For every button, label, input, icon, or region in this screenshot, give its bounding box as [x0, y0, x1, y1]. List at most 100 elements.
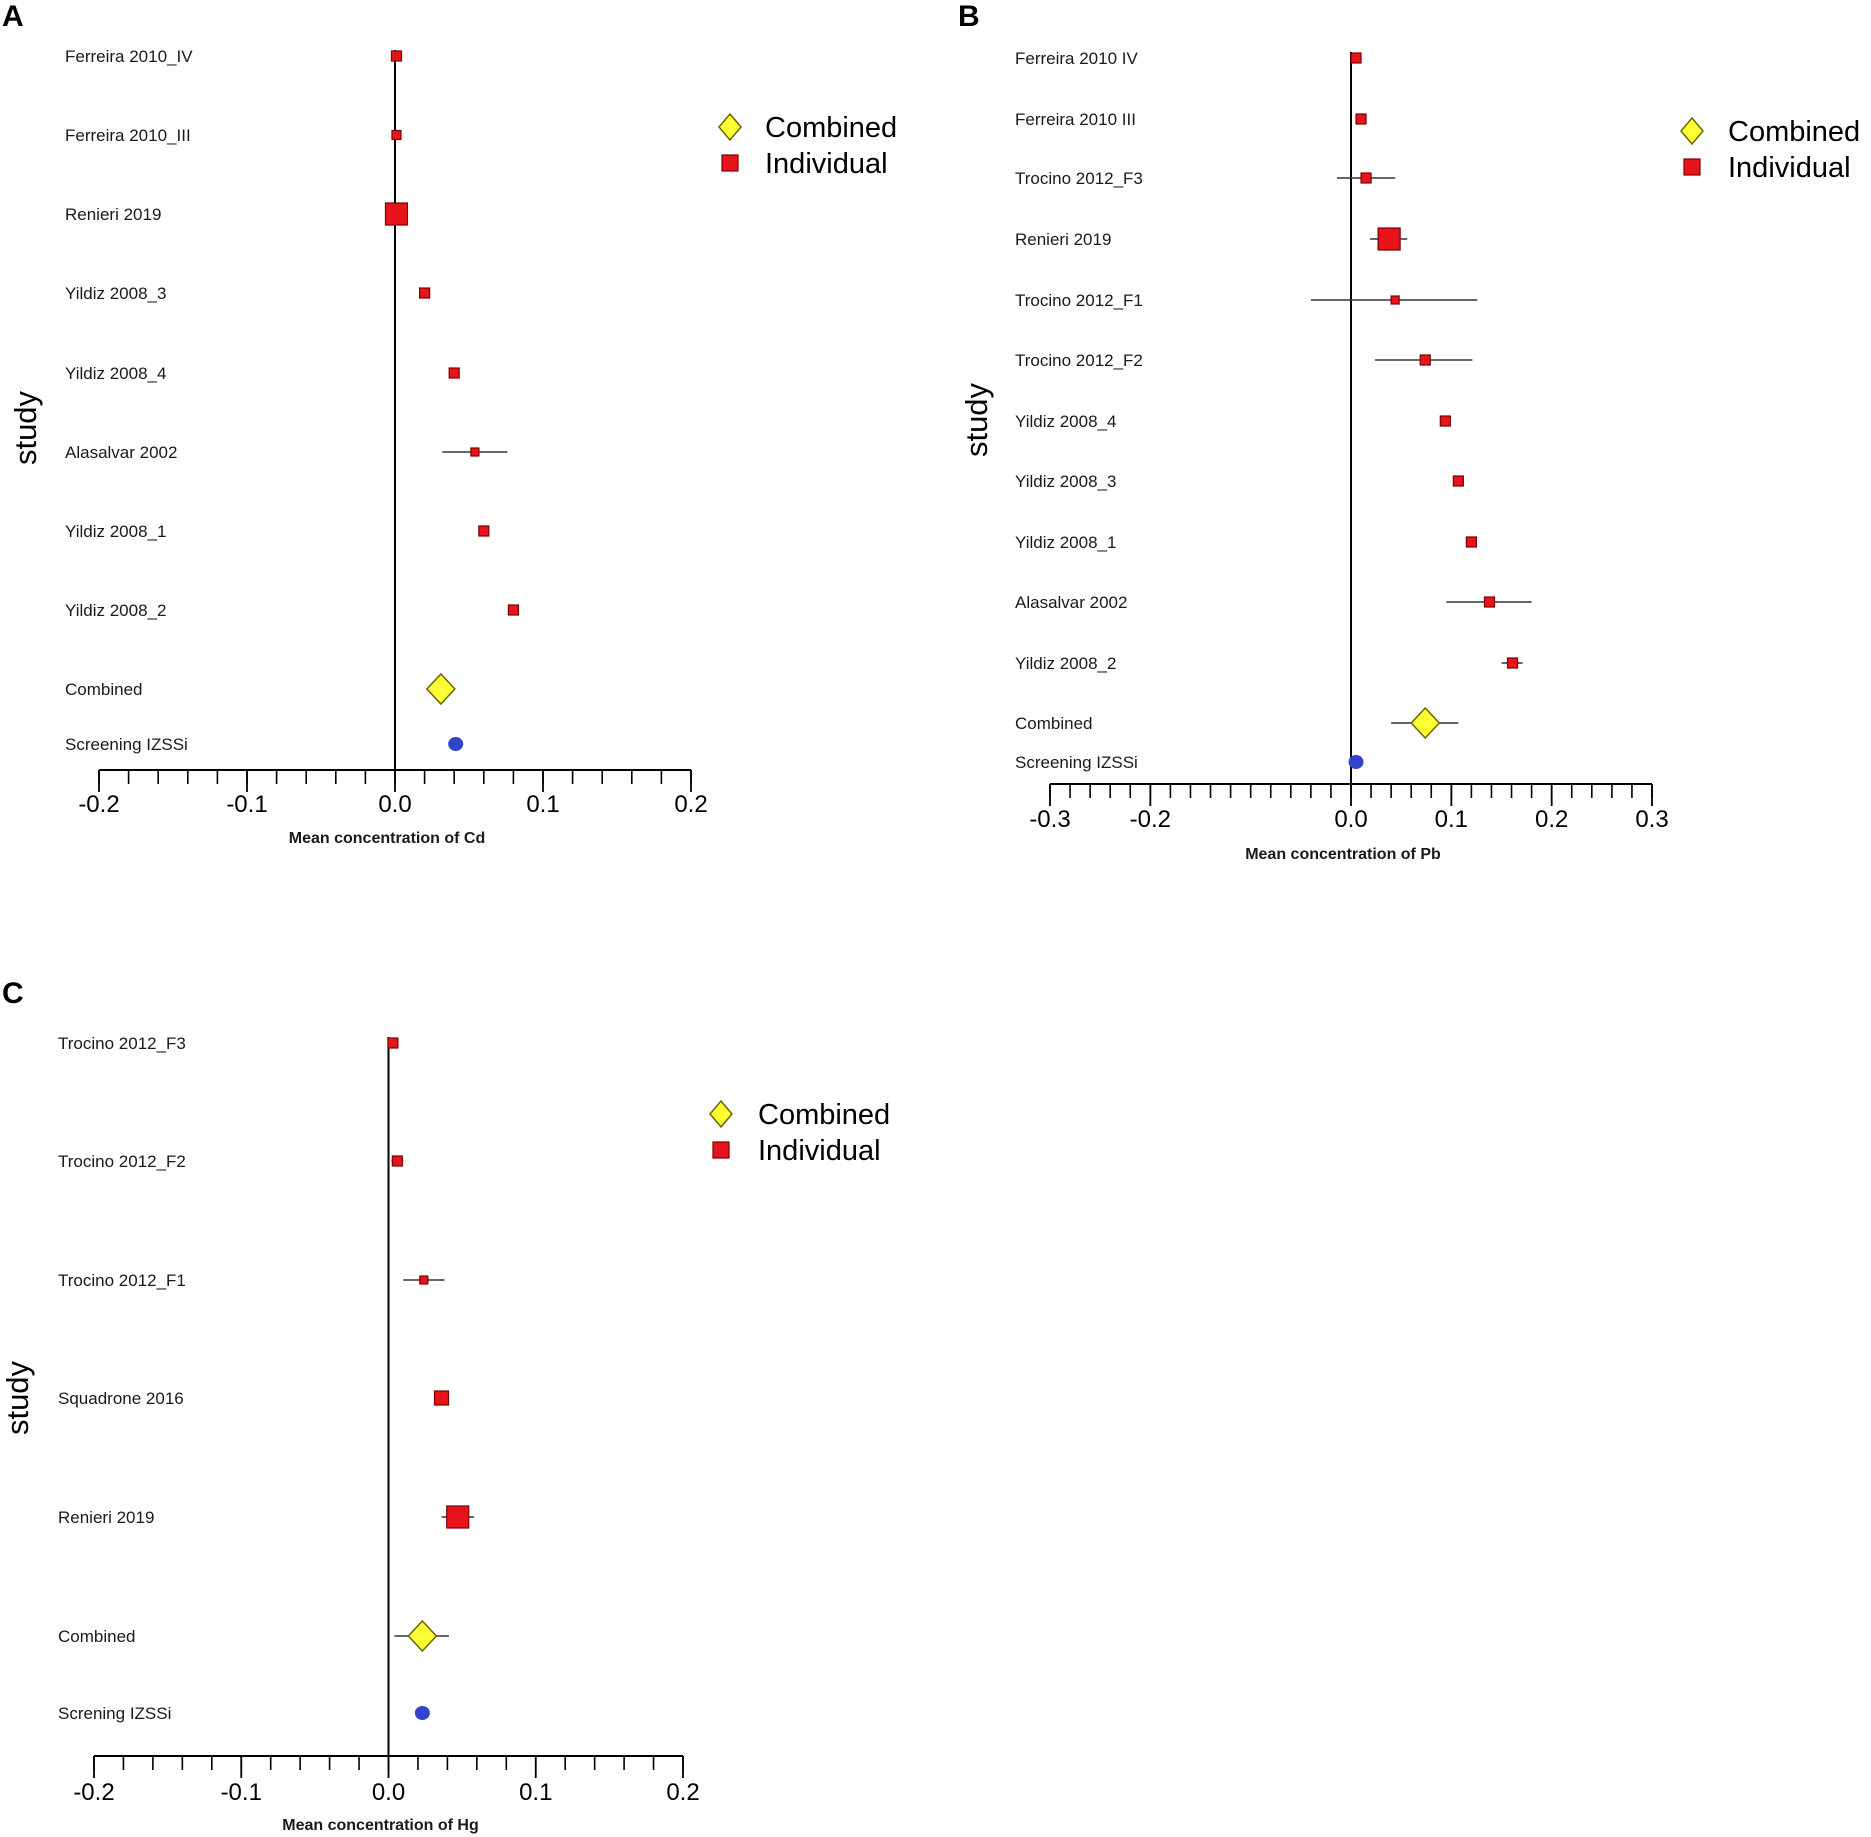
study-row: Renieri 2019: [1015, 227, 1408, 251]
x-tick-label: -0.1: [226, 791, 267, 818]
study-row: Yildiz 2008_3: [1015, 472, 1464, 491]
study-label: Trocino 2012_F3: [1015, 169, 1143, 188]
individual-estimate-marker: [387, 1037, 399, 1049]
study-row: Combined: [65, 672, 456, 706]
study-row: Yildiz 2008_2: [1015, 654, 1523, 673]
x-tick-label: 0.1: [1435, 806, 1468, 833]
individual-estimate-marker: [1483, 596, 1496, 608]
individual-estimate-marker: [391, 1155, 403, 1167]
x-tick-label: 0.2: [674, 791, 707, 818]
study-row: Ferreira 2010_III: [65, 126, 402, 145]
study-row: Alasalvar 2002: [1015, 593, 1532, 612]
legend-individual-marker: [712, 1141, 730, 1159]
individual-estimate-marker: [1419, 354, 1431, 366]
legend-combined-label: Combined: [1728, 116, 1860, 148]
x-axis-title: Mean concentration of Cd: [289, 830, 485, 847]
combined-estimate-marker: [407, 1619, 438, 1653]
legend-individual-marker: [721, 154, 739, 172]
individual-estimate-marker: [1452, 475, 1464, 487]
individual-estimate-marker: [391, 129, 402, 141]
study-row: Trocino 2012_F2: [58, 1152, 404, 1171]
study-row: Alasalvar 2002: [65, 443, 508, 462]
x-tick-label: -0.2: [73, 1779, 114, 1806]
legend-individual-label: Individual: [765, 148, 888, 180]
study-row: Trocino 2012_F3: [1015, 169, 1396, 188]
study-row: Squadrone 2016: [58, 1389, 450, 1408]
study-label: Combined: [1015, 714, 1093, 733]
x-axis-title: Mean concentration of Hg: [282, 1817, 478, 1834]
legend-combined-label: Combined: [765, 112, 897, 144]
x-tick-label: 0.2: [666, 1779, 699, 1806]
individual-estimate-marker: [1355, 113, 1367, 125]
study-row: Yildiz 2008_4: [65, 364, 460, 383]
x-tick-label: -0.3: [1029, 806, 1070, 833]
x-tick-label: 0.1: [526, 791, 559, 818]
legend-combined-label: Combined: [758, 1099, 890, 1131]
individual-estimate-marker: [470, 447, 480, 457]
x-tick-label: 0.2: [1535, 806, 1568, 833]
individual-estimate-marker: [384, 202, 409, 226]
screening-marker: [414, 1706, 430, 1720]
study-row: Yildiz 2008_1: [65, 522, 490, 541]
study-row: Trocino 2012_F2: [1015, 351, 1473, 370]
panel-letter: C: [2, 977, 24, 1010]
study-row: Yildiz 2008_4: [1015, 412, 1451, 431]
x-tick-label: -0.1: [221, 1779, 262, 1806]
study-label: Combined: [65, 680, 143, 699]
study-row: Renieri 2019: [58, 1505, 474, 1529]
x-axis-title: Mean concentration of Pb: [1245, 846, 1441, 863]
study-label: Yildiz 2008_4: [1015, 412, 1116, 431]
x-tick-label: 0.0: [378, 791, 411, 818]
legend-individual-marker: [1683, 158, 1701, 176]
study-label: Yildiz 2008_1: [65, 522, 166, 541]
study-label: Ferreira 2010_IV: [65, 47, 193, 66]
study-row: Screening IZSSi: [1015, 753, 1364, 772]
study-label: Trocino 2012_F1: [58, 1271, 186, 1290]
y-axis-title: study: [8, 390, 43, 465]
individual-estimate-marker: [1377, 227, 1401, 251]
individual-estimate-marker: [1390, 295, 1400, 305]
individual-estimate-marker: [1506, 657, 1519, 669]
study-row: Trocino 2012_F1: [58, 1271, 445, 1290]
x-tick-label: -0.2: [1130, 806, 1171, 833]
individual-estimate-marker: [419, 1275, 429, 1285]
study-label: Screening IZSSi: [65, 735, 188, 754]
individual-estimate-marker: [448, 367, 460, 379]
legend: Combined Individual: [1680, 116, 1860, 184]
individual-estimate-marker: [478, 525, 490, 537]
individual-estimate-marker: [1360, 172, 1372, 184]
study-label: Screening IZSSi: [1015, 753, 1138, 772]
study-row: Ferreira 2010 IV: [1015, 49, 1362, 68]
study-label: Ferreira 2010 IV: [1015, 49, 1138, 68]
study-label: Yildiz 2008_3: [1015, 472, 1116, 491]
individual-estimate-marker: [1350, 52, 1362, 64]
study-label: Yildiz 2008_4: [65, 364, 166, 383]
study-row: Renieri 2019: [65, 202, 409, 226]
study-label: Alasalvar 2002: [1015, 593, 1127, 612]
study-label: Combined: [58, 1627, 136, 1646]
legend-combined-marker: [718, 112, 742, 142]
screening-marker: [1348, 755, 1364, 769]
study-row: Yildiz 2008_1: [1015, 533, 1478, 552]
study-label: Screning IZSSi: [58, 1704, 171, 1723]
study-label: Ferreira 2010_III: [65, 126, 191, 145]
study-label: Squadrone 2016: [58, 1389, 184, 1408]
study-label: Trocino 2012_F2: [58, 1152, 186, 1171]
study-label: Renieri 2019: [65, 205, 161, 224]
study-label: Yildiz 2008_1: [1015, 533, 1116, 552]
study-label: Ferreira 2010 III: [1015, 110, 1136, 129]
study-row: Combined: [58, 1619, 449, 1653]
panel-b: B -0.3 -0.2 0.0 0.1 0.2 0.3 Mean concentration …: [958, 0, 1860, 863]
study-row: Ferreira 2010_IV: [65, 47, 403, 66]
panel-a: A -0.2 -0.1 0.0 0.1 0.2 Mean concentration of …: [2, 0, 897, 847]
study-row: Trocino 2012_F3: [58, 1034, 399, 1053]
legend-combined-marker: [1680, 116, 1704, 146]
study-label: Yildiz 2008_2: [1015, 654, 1116, 673]
panel-letter: B: [958, 0, 980, 33]
individual-estimate-marker: [507, 604, 519, 616]
individual-estimate-marker: [446, 1505, 470, 1529]
screening-marker: [448, 737, 464, 751]
study-row: Ferreira 2010 III: [1015, 110, 1367, 129]
study-row: Trocino 2012_F1: [1015, 291, 1478, 310]
